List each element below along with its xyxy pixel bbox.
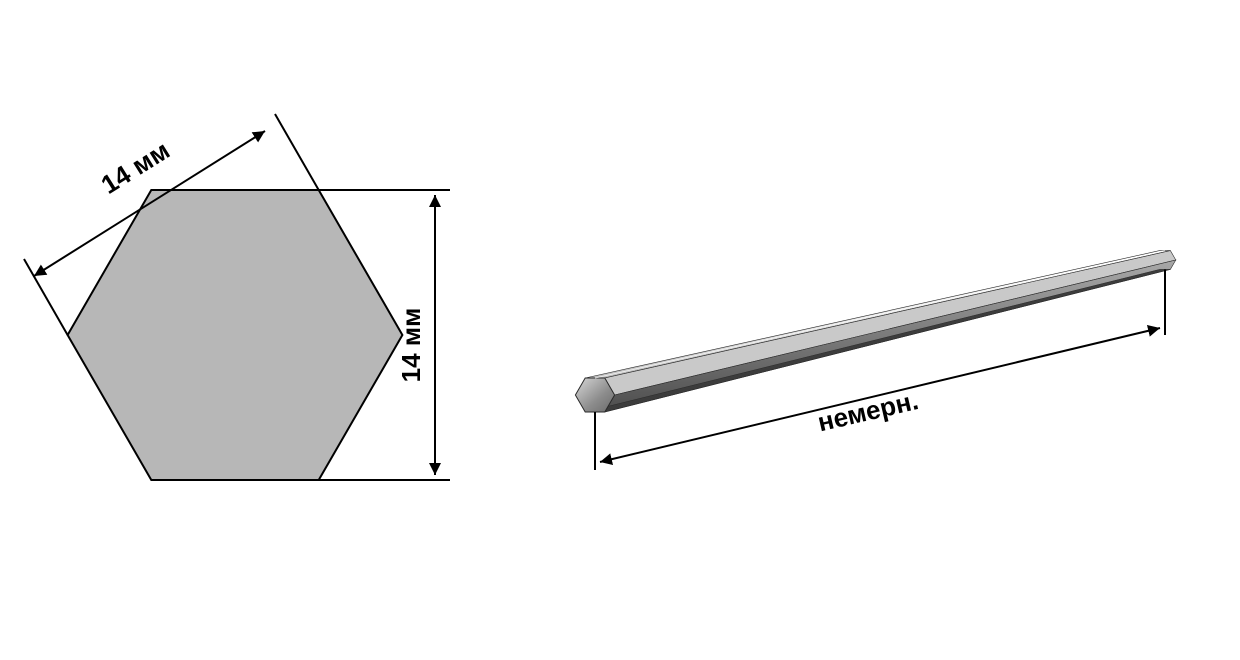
hex-bar: немерн. [575,251,1175,470]
bar-face-bottom [585,269,1170,412]
diagram-container: 14 мм 14 мм [0,0,1240,660]
hexagon-section: 14 мм 14 мм [24,114,450,480]
diagram-svg: 14 мм 14 мм [0,0,1240,660]
bar-face-upper-right [605,251,1176,395]
hexagon-shape [68,190,403,480]
dim-length-label: немерн. [815,385,921,437]
dim-right-label: 14 мм [396,308,426,383]
